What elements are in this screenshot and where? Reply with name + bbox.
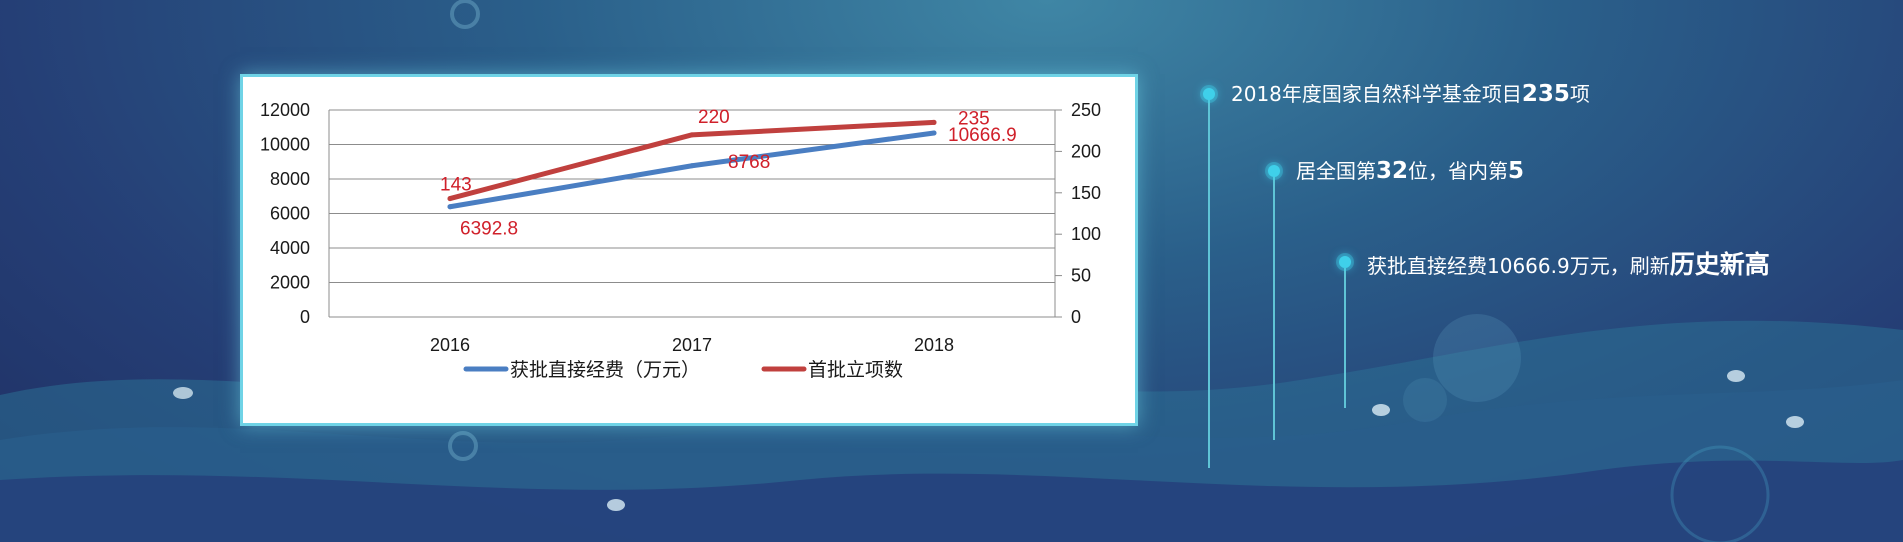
series-1-point (447, 204, 453, 210)
y-right-tick-label: 200 (1071, 141, 1101, 161)
bullet-dot-2 (1268, 165, 1280, 177)
bullet-text-1: 2018年度国家自然科学基金项目235项 (1231, 78, 1590, 107)
y-right-tick-label: 250 (1071, 100, 1101, 120)
y-left-tick-label: 4000 (270, 238, 310, 258)
data-label: 10666.9 (948, 125, 1017, 146)
y-left-tick-label: 10000 (260, 135, 310, 155)
y-right-tick-label: 50 (1071, 266, 1091, 286)
data-label: 235 (958, 108, 990, 129)
bullet-3-prefix: 获批直接经费10666.9万元，刷新 (1367, 254, 1670, 278)
bullet-text-2: 居全国第32位，省内第5 (1296, 155, 1524, 184)
timeline-line-2 (1273, 172, 1275, 440)
line-chart-panel: 0 2000 4000 6000 8000 10000 12000 0 50 100 150 200 2… (240, 74, 1138, 426)
bullet-dot-3 (1339, 256, 1351, 268)
series-2-point (447, 196, 453, 202)
y-right-tick-label: 0 (1071, 307, 1081, 327)
bullet-2-middle: 位，省内第 (1408, 159, 1509, 183)
legend-label-2: 首批立项数 (808, 359, 903, 381)
x-tick-label: 2018 (914, 335, 954, 355)
bullet-2-prefix: 居全国第 (1296, 159, 1376, 183)
y-left-tick-label: 8000 (270, 169, 310, 189)
bullet-2-highlight2: 5 (1508, 158, 1525, 184)
y-right-tick-label: 100 (1071, 224, 1101, 244)
series-2-point (931, 119, 937, 125)
y-left-tick-label: 6000 (270, 204, 310, 224)
bullet-1-highlight: 235 (1521, 81, 1570, 107)
bullet-1-suffix: 项 (1569, 82, 1590, 106)
x-tick-label: 2016 (430, 335, 470, 355)
data-label: 220 (698, 107, 730, 128)
legend-label-1: 获批直接经费（万元） (510, 359, 700, 381)
y-left-tick-label: 0 (300, 307, 310, 327)
series-1-point (689, 163, 695, 169)
x-tick-label: 2017 (672, 335, 712, 355)
y-right-tick-label: 150 (1071, 183, 1101, 203)
series-1-point (931, 130, 937, 136)
data-label: 8768 (728, 152, 770, 173)
timeline-line-3 (1344, 268, 1346, 408)
y-left-tick-label: 12000 (260, 100, 310, 120)
bullet-3-highlight: 历史新高 (1669, 250, 1770, 279)
bullet-2-highlight: 32 (1376, 158, 1409, 184)
line-chart: 0 2000 4000 6000 8000 10000 12000 0 50 100 150 200 2… (260, 100, 1101, 381)
data-label: 143 (440, 175, 472, 196)
y-left-tick-label: 2000 (270, 273, 310, 293)
bullet-dot-1 (1203, 88, 1215, 100)
bullet-text-3: 获批直接经费10666.9万元，刷新历史新高 (1367, 245, 1770, 281)
series-2-point (689, 132, 695, 138)
bullet-1-prefix: 2018年度国家自然科学基金项目 (1231, 82, 1522, 106)
timeline-line-1 (1208, 96, 1210, 468)
data-label: 6392.8 (460, 219, 518, 240)
